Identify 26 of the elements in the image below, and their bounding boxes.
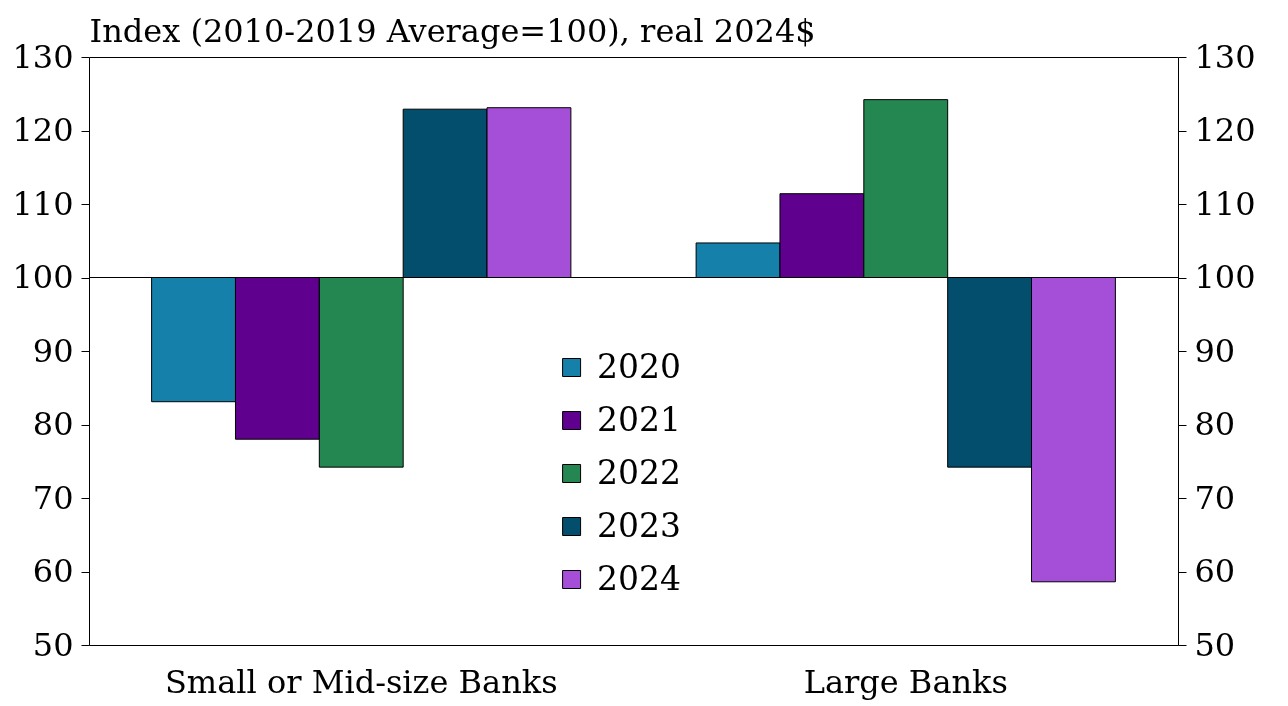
legend-label: 2021: [597, 399, 682, 439]
y2-tick-label: 110: [1194, 184, 1256, 223]
y2-tick-label: 130: [1194, 37, 1256, 76]
y2-tick-label: 50: [1194, 625, 1236, 664]
y-tick-label: 130: [12, 37, 74, 76]
y2-tick-label: 90: [1194, 331, 1236, 370]
y-tick-label: 80: [32, 405, 74, 443]
legend-label: 2024: [597, 558, 682, 598]
y-axis-title: Index (2010-2019 Average=100), real 2024$: [89, 11, 816, 50]
x-tick-label: Large Banks: [803, 662, 1008, 701]
y2-tick-label: 80: [1194, 405, 1236, 443]
legend-label: 2023: [597, 505, 682, 545]
y-tick-label: 120: [12, 111, 74, 149]
y-tick-label: 50: [32, 625, 74, 664]
y2-tick-label: 70: [1194, 478, 1236, 517]
y-tick-label: 90: [32, 331, 74, 370]
y2-tick-label: 100: [1194, 258, 1256, 296]
y-tick-label: 70: [32, 478, 74, 517]
y-tick-label: 100: [12, 258, 74, 296]
y2-tick-label: 60: [1194, 552, 1236, 590]
legend-label: 2022: [597, 452, 682, 492]
x-tick-label: Small or Mid-size Banks: [164, 662, 558, 701]
y2-tick-label: 120: [1194, 111, 1256, 149]
y-tick-label: 60: [32, 552, 74, 590]
legend-label: 2020: [597, 346, 682, 386]
y-tick-label: 110: [12, 184, 74, 223]
